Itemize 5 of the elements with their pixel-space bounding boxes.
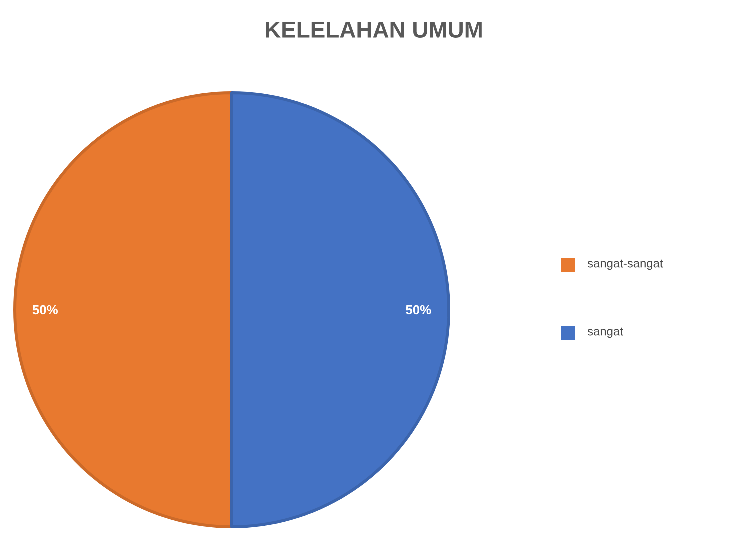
- data-label: 50%: [32, 305, 58, 315]
- chart-title: KELELAHAN UMUM: [266, 22, 482, 38]
- legend-label: sangat-sangat: [588, 260, 664, 270]
- legend-label: sangat: [588, 328, 624, 338]
- data-label: 50%: [406, 305, 432, 315]
